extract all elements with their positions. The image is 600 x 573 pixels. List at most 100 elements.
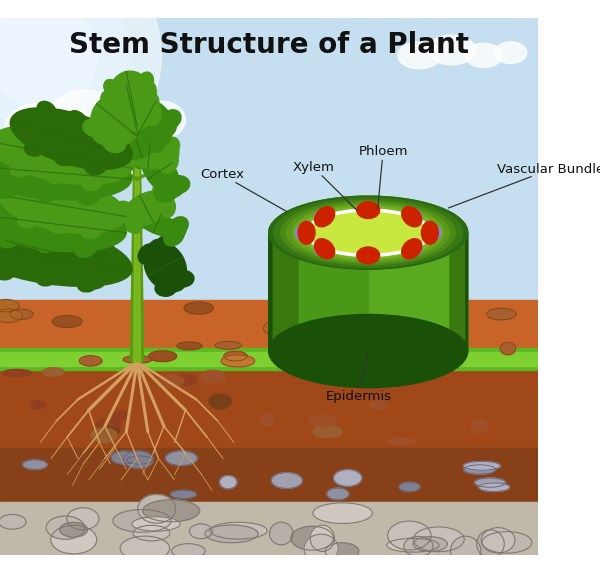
Ellipse shape [481, 528, 515, 553]
Ellipse shape [314, 239, 335, 259]
Ellipse shape [325, 543, 359, 560]
Ellipse shape [49, 217, 70, 233]
Ellipse shape [25, 172, 45, 190]
Ellipse shape [10, 309, 33, 319]
Ellipse shape [140, 146, 179, 196]
Ellipse shape [59, 523, 88, 537]
Ellipse shape [173, 270, 194, 287]
Ellipse shape [120, 96, 173, 140]
Ellipse shape [166, 222, 186, 241]
Ellipse shape [274, 198, 463, 268]
Ellipse shape [85, 158, 106, 175]
Ellipse shape [269, 522, 293, 545]
Ellipse shape [43, 230, 62, 248]
Ellipse shape [160, 152, 178, 174]
Ellipse shape [166, 451, 197, 465]
Polygon shape [134, 168, 140, 362]
Ellipse shape [398, 42, 441, 69]
Ellipse shape [463, 461, 500, 470]
Ellipse shape [388, 521, 431, 550]
Ellipse shape [86, 273, 106, 289]
Polygon shape [130, 168, 144, 362]
Ellipse shape [413, 537, 448, 551]
Bar [0, 348, 538, 370]
Ellipse shape [412, 245, 422, 256]
Ellipse shape [148, 351, 176, 362]
Bar [0, 364, 538, 448]
Ellipse shape [103, 135, 125, 152]
Ellipse shape [139, 72, 154, 91]
Ellipse shape [131, 101, 149, 123]
Ellipse shape [112, 411, 130, 420]
Ellipse shape [402, 239, 422, 259]
Ellipse shape [271, 473, 302, 488]
Ellipse shape [31, 401, 46, 409]
Polygon shape [298, 196, 368, 325]
Ellipse shape [161, 138, 179, 159]
Bar [0, 501, 538, 555]
Ellipse shape [98, 120, 117, 139]
Ellipse shape [220, 476, 237, 489]
Ellipse shape [155, 280, 176, 296]
Ellipse shape [73, 217, 121, 249]
Bar [0, 7, 538, 364]
Ellipse shape [388, 438, 415, 445]
Ellipse shape [78, 187, 100, 205]
Ellipse shape [299, 207, 438, 258]
Ellipse shape [210, 522, 267, 539]
Ellipse shape [357, 202, 380, 218]
Ellipse shape [177, 342, 202, 350]
Ellipse shape [137, 101, 185, 139]
Ellipse shape [164, 275, 185, 292]
Ellipse shape [141, 85, 156, 104]
Ellipse shape [133, 525, 170, 541]
Ellipse shape [32, 222, 50, 239]
Ellipse shape [295, 226, 304, 239]
Ellipse shape [128, 209, 145, 231]
Ellipse shape [0, 300, 19, 312]
Ellipse shape [170, 490, 196, 499]
Ellipse shape [104, 126, 124, 146]
Ellipse shape [122, 191, 170, 226]
Ellipse shape [83, 119, 105, 136]
Ellipse shape [311, 211, 426, 254]
Ellipse shape [67, 508, 99, 530]
Ellipse shape [0, 144, 132, 200]
Ellipse shape [402, 207, 422, 227]
Ellipse shape [494, 42, 527, 64]
Ellipse shape [140, 81, 156, 103]
Ellipse shape [0, 195, 127, 252]
Ellipse shape [124, 451, 154, 468]
Ellipse shape [404, 536, 433, 556]
Ellipse shape [138, 494, 176, 523]
Circle shape [0, 0, 161, 174]
Ellipse shape [96, 419, 122, 433]
Ellipse shape [81, 173, 103, 190]
Ellipse shape [0, 263, 16, 280]
Ellipse shape [387, 539, 439, 552]
Polygon shape [269, 223, 272, 351]
Ellipse shape [479, 483, 509, 492]
Ellipse shape [150, 127, 172, 148]
Ellipse shape [160, 144, 179, 166]
Ellipse shape [89, 132, 110, 151]
Ellipse shape [0, 309, 23, 323]
Ellipse shape [159, 375, 184, 387]
Ellipse shape [159, 196, 175, 217]
Ellipse shape [5, 104, 70, 147]
Ellipse shape [88, 183, 108, 201]
Ellipse shape [0, 515, 26, 529]
Ellipse shape [106, 84, 157, 131]
Ellipse shape [399, 482, 420, 492]
Ellipse shape [36, 235, 58, 253]
Ellipse shape [155, 189, 172, 211]
Ellipse shape [138, 142, 158, 164]
Text: Xylem: Xylem [293, 161, 357, 210]
Ellipse shape [91, 93, 143, 146]
Ellipse shape [119, 148, 137, 170]
Ellipse shape [127, 456, 152, 464]
Ellipse shape [0, 125, 132, 185]
Ellipse shape [477, 530, 504, 558]
Ellipse shape [142, 112, 159, 134]
Ellipse shape [18, 119, 39, 138]
